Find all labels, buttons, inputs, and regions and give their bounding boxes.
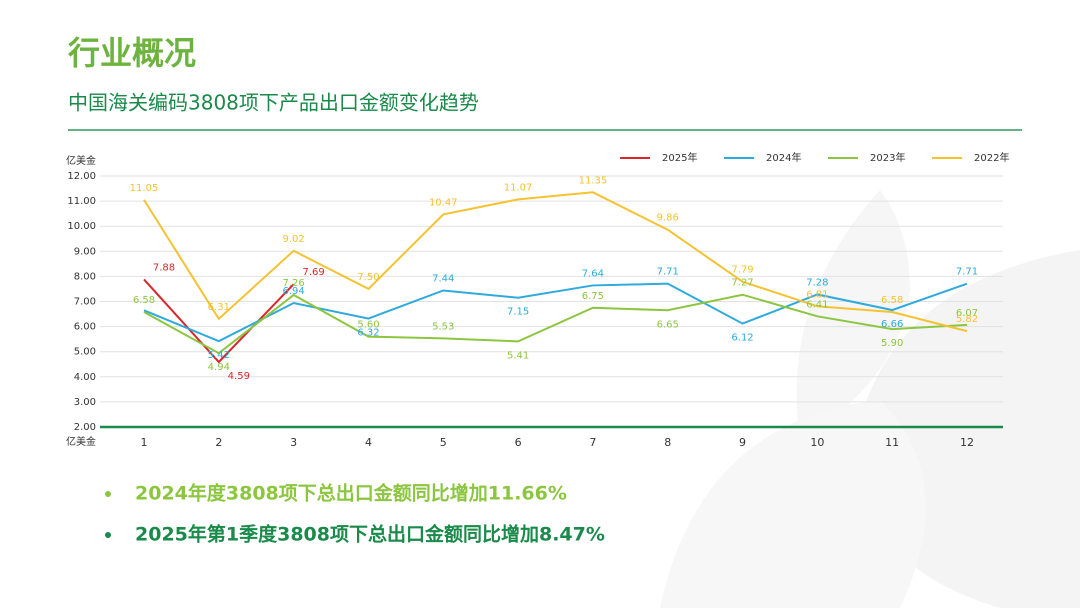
x-tick-label: 6 [515,436,522,449]
x-tick-label: 5 [440,436,447,449]
data-label: 7.27 [731,278,753,289]
y-tick-label: 5.00 [74,347,96,358]
x-tick-label: 7 [589,436,596,449]
x-tick-label: 12 [960,436,974,449]
deco-leaf [796,190,910,440]
x-tick-label: 9 [739,436,746,449]
deco-leaf [660,400,926,608]
data-label: 6.94 [283,286,305,297]
y-tick-label: 4.00 [74,372,96,383]
data-label: 7.26 [283,278,305,289]
data-label: 7.50 [357,272,379,283]
data-label: 7.15 [507,307,529,318]
subtitle: 中国海关编码3808项下产品出口金额变化趋势 [68,91,479,115]
x-tick-label: 10 [810,436,824,449]
data-label: 7.71 [657,267,679,278]
y-tick-label: 12.00 [67,171,96,182]
y-tick-label: 11.00 [67,196,96,207]
data-label: 11.07 [504,182,533,193]
legend-label: 2022年 [974,151,1009,164]
x-tick-label: 8 [664,436,671,449]
data-label: 5.60 [357,320,379,331]
data-label: 7.64 [582,268,604,279]
data-label: 6.07 [956,308,978,319]
data-label: 6.66 [881,319,903,330]
data-label: 5.53 [432,321,454,332]
data-label: 7.88 [153,262,175,273]
series-line [143,278,295,364]
data-label: 6.58 [133,295,155,306]
data-label: 9.02 [283,234,305,245]
title: 行业概况 [68,34,196,72]
y-tick-label: 9.00 [74,246,96,257]
data-label: 10.47 [429,197,458,208]
data-label: 9.86 [657,213,679,224]
data-label: 6.31 [208,302,230,313]
data-label: 6.32 [357,328,379,339]
y-tick-label: 3.00 [74,397,96,408]
bullet: 2024年度3808项下总出口金额同比增加11.66% [135,482,567,505]
series-line [143,293,968,355]
x-tick-label: 2 [215,436,222,449]
y-tick-label: 10.00 [67,221,96,232]
data-label: 7.71 [956,267,978,278]
y-tick-label: 7.00 [74,297,96,308]
legend-label: 2023年 [870,151,905,164]
bullet: 2025年第1季度3808项下总出口金额同比增加8.47% [135,523,605,546]
data-label: 7.28 [806,277,828,288]
data-label: 5.90 [881,338,903,349]
legend-label: 2024年 [766,151,801,164]
x-tick-label: 1 [141,436,148,449]
y-axis-label: 亿美金 [66,154,96,167]
x-tick-label: 3 [290,436,297,449]
data-label: 5.42 [208,350,230,361]
data-label: 7.79 [731,265,753,276]
series-line [143,282,968,343]
data-label: 6.65 [657,319,679,330]
data-label: 7.44 [432,273,454,284]
data-label: 6.41 [806,299,828,310]
y-tick-label: 2.00 [74,422,96,433]
x-axis-label: 亿美金 [66,435,96,448]
x-tick-label: 11 [885,436,899,449]
y-tick-label: 8.00 [74,271,96,282]
data-label: 6.58 [881,295,903,306]
data-label: 6.12 [731,333,753,344]
data-label: 6.81 [806,289,828,300]
data-label: 11.05 [130,183,159,194]
data-label: 4.94 [208,362,230,373]
bullet-dot [105,532,111,538]
y-tick-label: 6.00 [74,322,96,333]
data-label: 11.35 [579,175,608,186]
data-label: 4.59 [228,371,250,382]
data-label: 5.41 [507,350,529,361]
data-label: 7.69 [303,267,325,278]
data-label: 5.82 [956,314,978,325]
x-tick-label: 4 [365,436,372,449]
series-line [143,191,968,333]
legend-label: 2025年 [662,151,697,164]
data-label: 6.75 [582,291,604,302]
bullet-dot [105,491,111,497]
